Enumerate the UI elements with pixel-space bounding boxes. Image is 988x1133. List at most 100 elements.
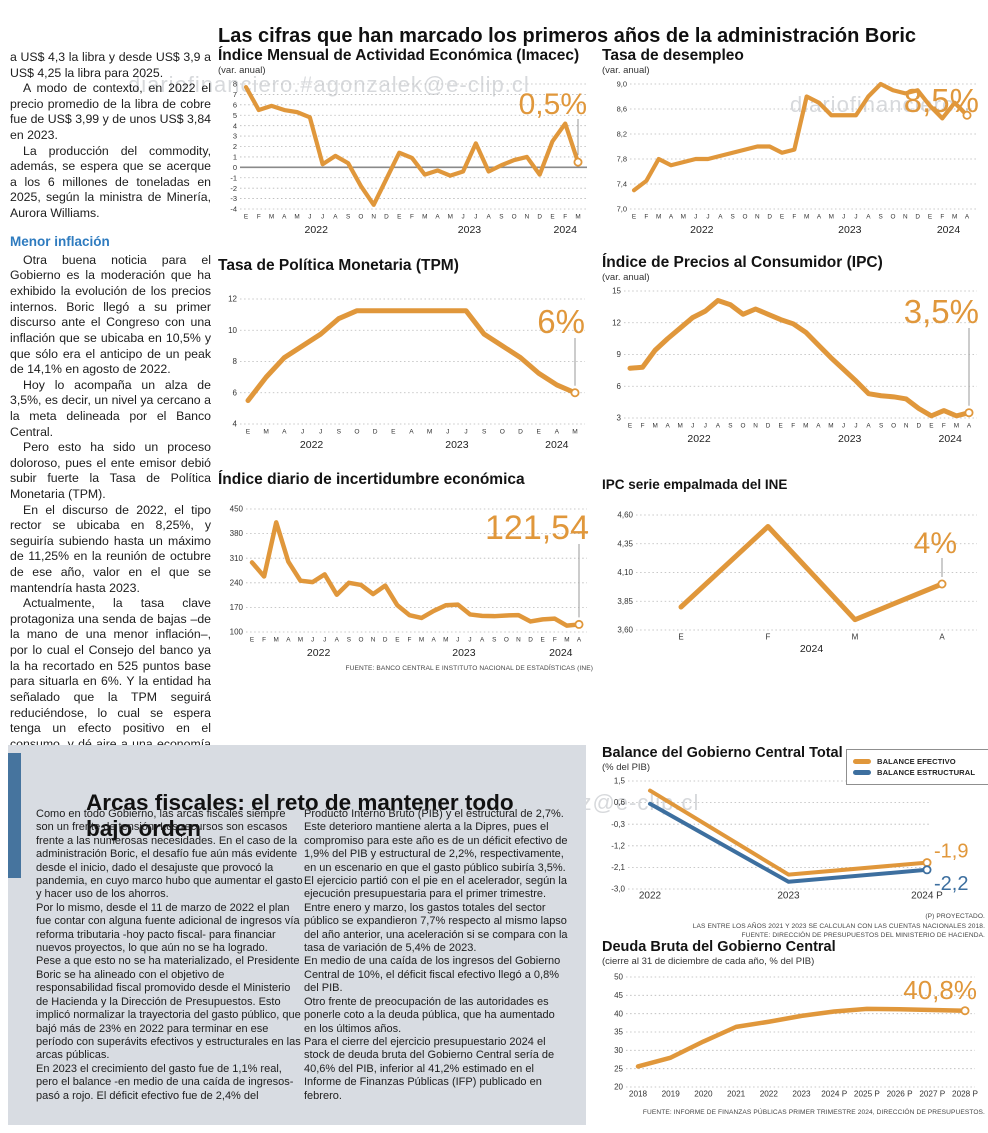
paragraph: En medio de una caída de los ingresos de…: [304, 955, 561, 995]
svg-text:D: D: [383, 636, 388, 643]
title-accent-bar: [8, 753, 21, 878]
svg-text:O: O: [359, 636, 364, 643]
svg-text:12: 12: [228, 294, 237, 303]
legend-item-estructural: BALANCE ESTRUCTURAL: [853, 768, 988, 777]
svg-text:2019: 2019: [662, 1089, 681, 1098]
svg-text:M: M: [828, 422, 833, 429]
balance-legend: BALANCE EFECTIVO BALANCE ESTRUCTURAL: [846, 749, 988, 785]
chart-imacec-block: Índice Mensual de Actividad Económica (I…: [218, 47, 593, 241]
svg-text:M: M: [294, 213, 299, 220]
svg-text:A: A: [669, 213, 674, 220]
svg-text:2020: 2020: [694, 1089, 713, 1098]
svg-text:D: D: [916, 422, 921, 429]
svg-text:F: F: [407, 636, 411, 643]
svg-text:O: O: [741, 422, 746, 429]
svg-text:380: 380: [230, 529, 244, 538]
svg-text:A: A: [335, 636, 340, 643]
svg-text:A: A: [817, 213, 822, 220]
svg-text:S: S: [492, 636, 496, 643]
svg-text:3: 3: [617, 413, 622, 422]
svg-text:3,5%: 3,5%: [904, 293, 979, 330]
paragraph: Como en todo Gobierno, las arcas fiscale…: [36, 808, 303, 901]
svg-text:2024: 2024: [937, 224, 961, 236]
svg-text:9: 9: [617, 350, 622, 359]
svg-text:A: A: [967, 422, 972, 429]
svg-text:D: D: [766, 422, 771, 429]
balance-line-chart: 1,5 0,6 -0,3 -1,2 -2,1 -3,0 2022 2023 2024 P -1,9…: [602, 773, 985, 910]
svg-text:A: A: [282, 213, 287, 220]
svg-text:E: E: [628, 422, 632, 429]
incertidumbre-line-chart: 450 380 310 240 170 100 E F M A M J J A S O N D E F M A M J J A S O…: [218, 501, 593, 664]
svg-text:4: 4: [233, 419, 238, 428]
svg-text:M: M: [427, 428, 433, 435]
chart-title: Índice diario de incertidumbre económica: [218, 471, 525, 488]
chart-subtitle: (var. anual): [602, 64, 650, 76]
svg-text:E: E: [395, 636, 399, 643]
svg-text:J: J: [694, 213, 697, 220]
svg-text:25: 25: [614, 1064, 623, 1073]
svg-text:2023: 2023: [838, 433, 862, 445]
svg-text:E: E: [250, 636, 254, 643]
svg-text:E: E: [929, 422, 933, 429]
paragraph: a US$ 4,3 la libra y desde US$ 3,9 a US$…: [10, 50, 211, 80]
svg-text:3,60: 3,60: [617, 625, 633, 634]
svg-text:2025 P: 2025 P: [854, 1089, 880, 1098]
svg-text:E: E: [391, 428, 396, 435]
svg-text:J: J: [301, 428, 304, 435]
svg-text:2021: 2021: [727, 1089, 746, 1098]
chart-title: IPC serie empalmada del INE: [602, 477, 788, 492]
svg-text:S: S: [482, 428, 487, 435]
svg-text:D: D: [373, 428, 378, 435]
svg-text:J: J: [308, 213, 311, 220]
svg-text:1: 1: [233, 152, 237, 161]
imacec-line-chart: 8 7 6 5 4 3 2 1 0 -1 -2 -3 -4 E F M A M J J A S O N D E F M A M J J A S O N…: [218, 76, 593, 241]
svg-text:F: F: [257, 213, 261, 220]
chart-desempleo-block: Tasa de desempleo (var. anual) 9,0 8,6 8,2…: [602, 47, 985, 241]
svg-text:E: E: [246, 428, 251, 435]
svg-text:F: F: [940, 213, 944, 220]
svg-text:A: A: [666, 422, 671, 429]
svg-text:15: 15: [612, 286, 621, 295]
svg-text:2018: 2018: [629, 1089, 648, 1098]
svg-text:3: 3: [233, 131, 237, 140]
svg-text:J: J: [319, 428, 322, 435]
chart-subtitle: (var. anual): [218, 64, 266, 76]
svg-text:F: F: [942, 422, 946, 429]
svg-text:N: N: [904, 422, 909, 429]
chart-title: Índice Mensual de Actividad Económica (I…: [218, 47, 580, 64]
svg-text:-3: -3: [230, 194, 237, 203]
svg-text:O: O: [354, 428, 359, 435]
svg-text:M: M: [269, 213, 274, 220]
svg-text:A: A: [486, 213, 491, 220]
svg-text:5: 5: [233, 111, 237, 120]
paragraph: Otro frente de preocupación de las autor…: [304, 995, 555, 1035]
svg-text:F: F: [766, 632, 771, 641]
svg-text:J: J: [446, 428, 449, 435]
svg-text:-2,1: -2,1: [611, 863, 625, 872]
svg-text:2024: 2024: [549, 647, 573, 659]
source-note: FUENTE: BANCO CENTRAL E INSTITUTO NACION…: [345, 664, 593, 672]
svg-text:A: A: [432, 636, 437, 643]
svg-text:-1,2: -1,2: [611, 841, 625, 850]
svg-text:A: A: [577, 636, 582, 643]
legend-label: BALANCE EFECTIVO: [877, 757, 956, 766]
svg-text:N: N: [753, 422, 758, 429]
svg-text:2022: 2022: [305, 224, 329, 236]
section-subhead: Menor inflación: [10, 233, 110, 249]
svg-text:D: D: [518, 428, 523, 435]
svg-text:E: E: [541, 636, 545, 643]
chart-title: Índice de Precios al Consumidor (IPC): [602, 254, 883, 271]
svg-text:N: N: [371, 636, 376, 643]
footnote: (P) PROYECTADO.: [925, 913, 985, 920]
svg-text:J: J: [474, 213, 477, 220]
svg-text:S: S: [346, 213, 350, 220]
svg-text:O: O: [358, 213, 363, 220]
svg-text:2024: 2024: [800, 643, 824, 655]
svg-text:7,0: 7,0: [617, 204, 627, 213]
svg-text:M: M: [448, 213, 453, 220]
svg-text:E: E: [632, 213, 636, 220]
svg-text:S: S: [347, 636, 351, 643]
svg-text:2026 P: 2026 P: [887, 1089, 913, 1098]
svg-text:M: M: [419, 636, 424, 643]
paragraph: En el discurso de 2022, el tipo rector s…: [10, 502, 211, 595]
